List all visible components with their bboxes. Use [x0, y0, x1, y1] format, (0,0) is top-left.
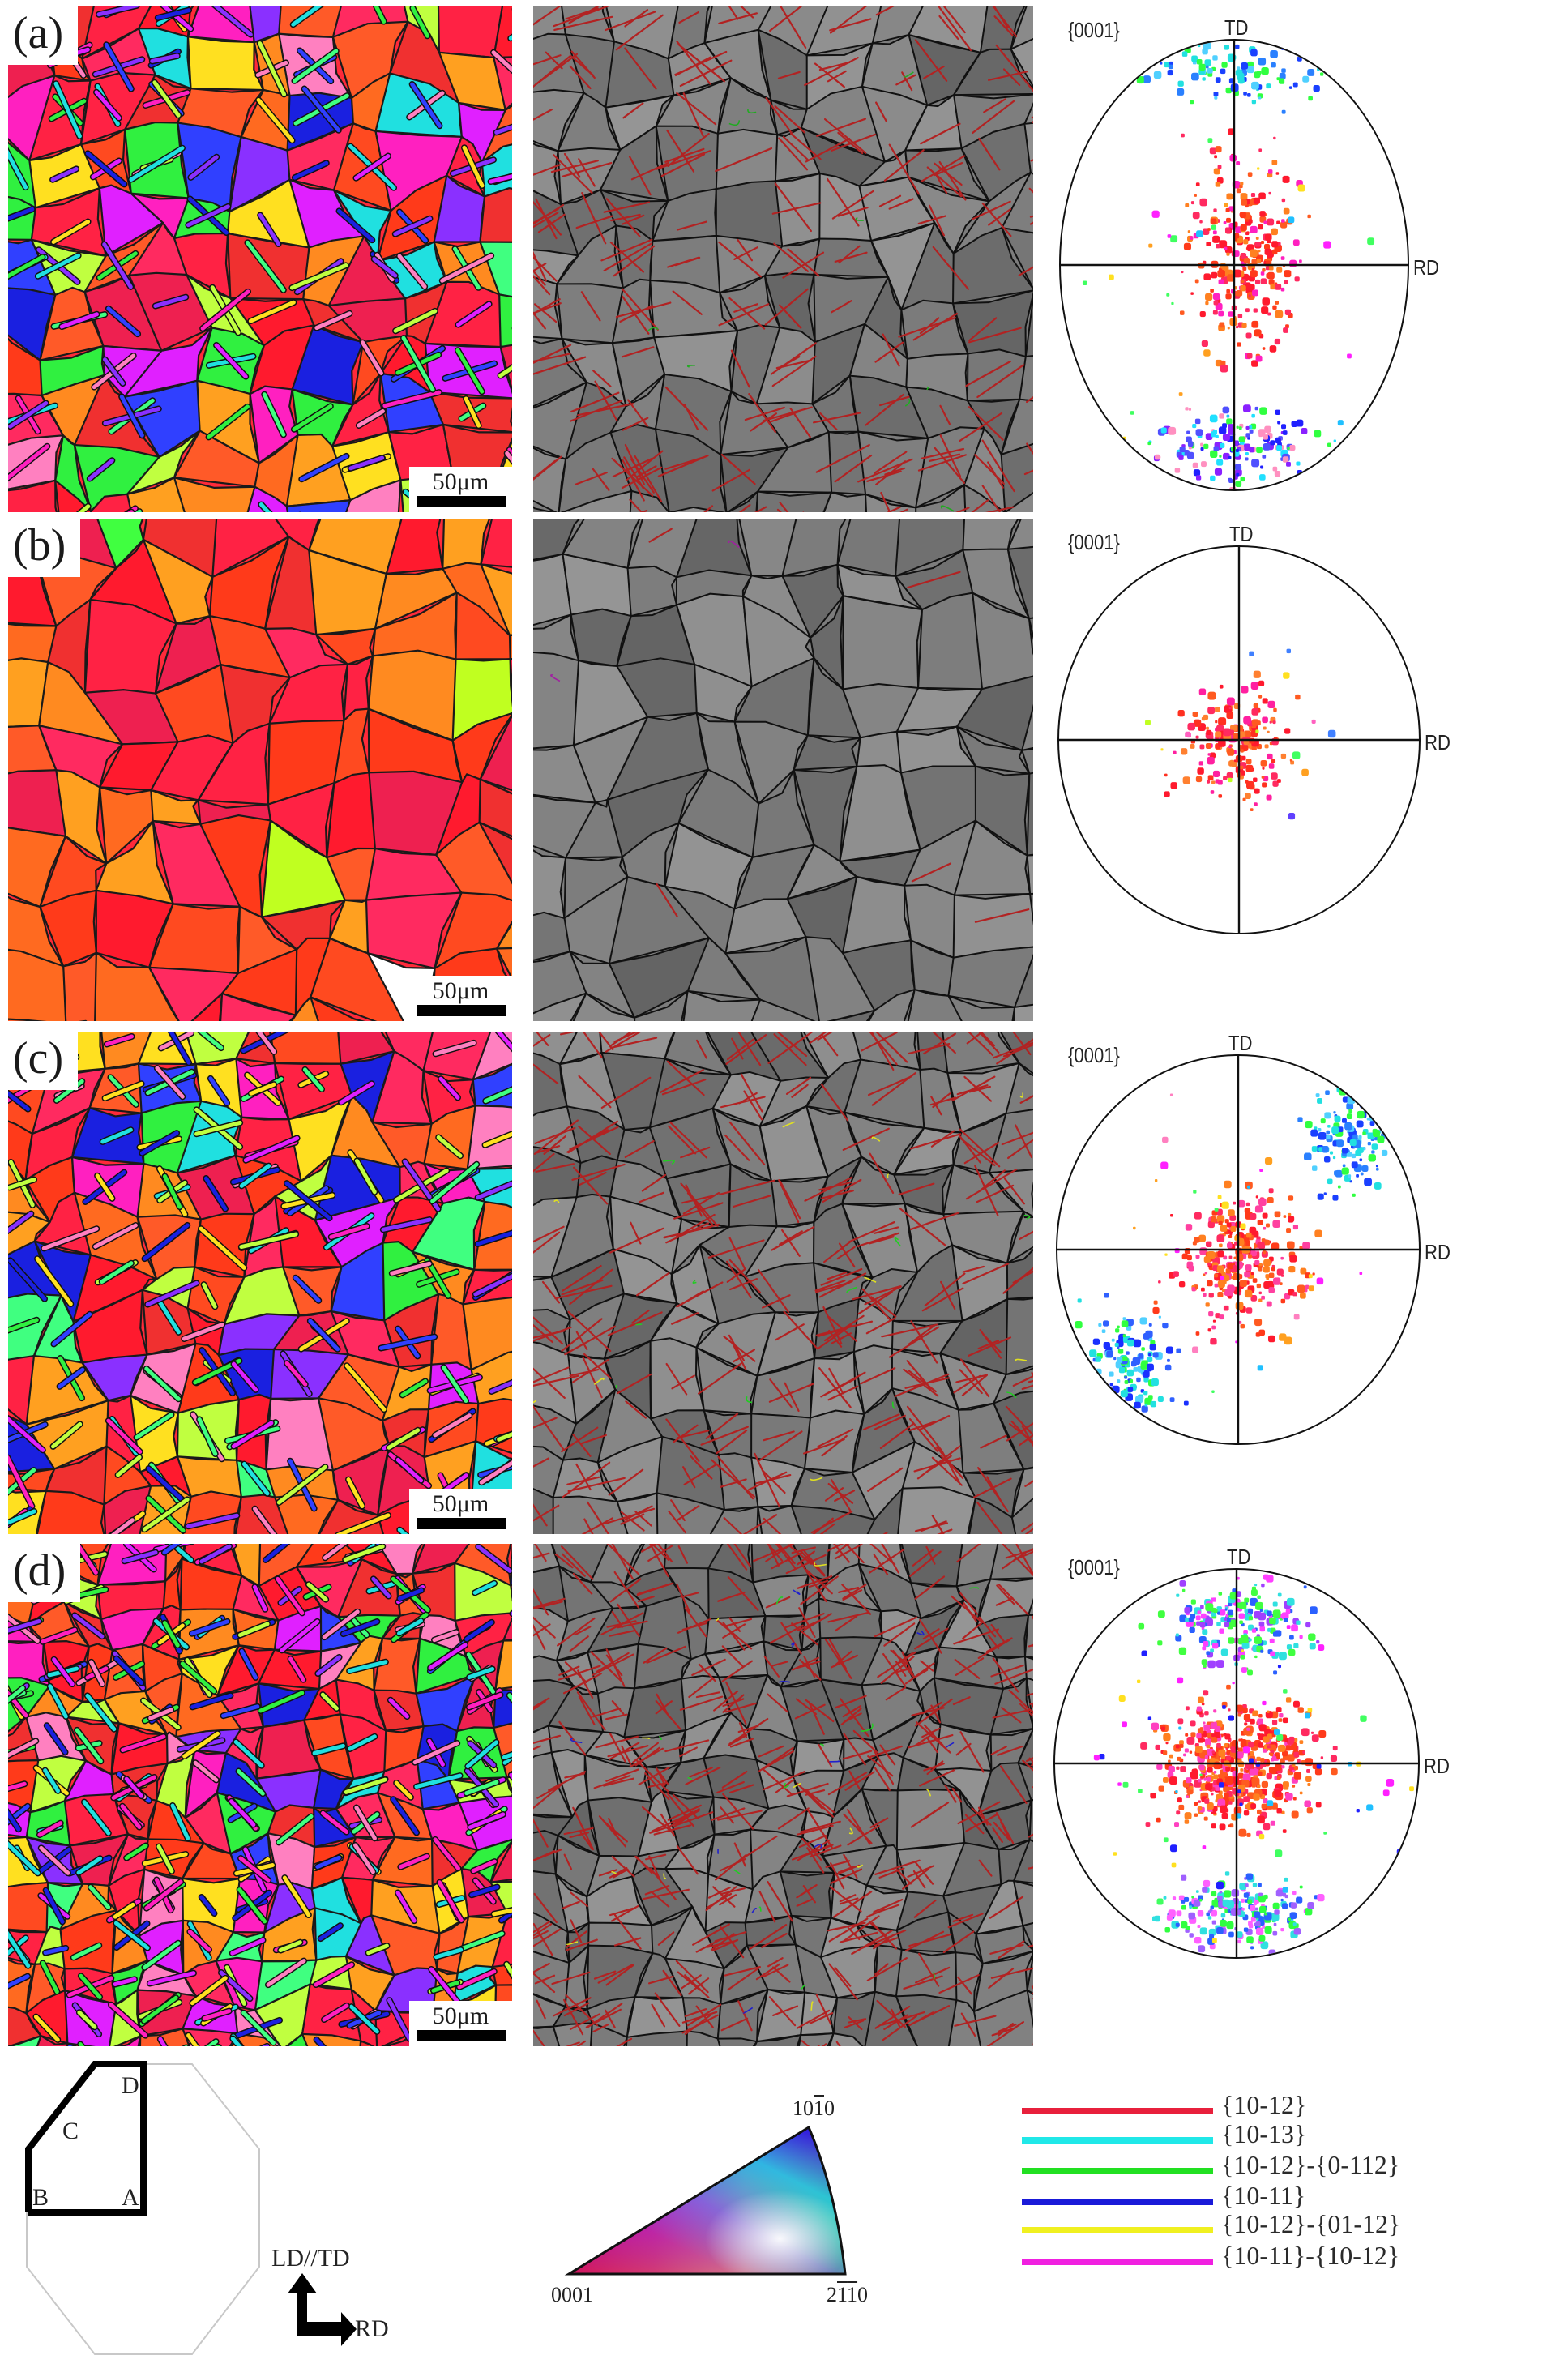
pole-figure-title: {0001}	[1068, 18, 1120, 43]
boundary-legend-swatch	[1022, 2108, 1213, 2114]
boundary-legend-label: {10-12}-{0-112}	[1221, 2150, 1399, 2180]
band-contrast-map-panel	[533, 1032, 1033, 1534]
pole-figure-axis-rd: RD	[1425, 730, 1451, 755]
scale-bar: 50μm	[409, 1489, 512, 1534]
direction-label-rd: RD	[355, 2315, 389, 2343]
boundary-legend-swatch	[1022, 2168, 1213, 2174]
panel-label: (d)	[8, 1544, 80, 1602]
pole-figure-title: {0001}	[1068, 530, 1120, 555]
pole-figure-title: {0001}	[1068, 1043, 1120, 1068]
scale-bar-label: 50μm	[409, 2003, 512, 2030]
pole-figure: {0001} TD RD	[1037, 1544, 1568, 2046]
scale-bar-line	[417, 1518, 506, 1529]
ipf-corner-2-1-10-bar2: 1	[847, 2283, 857, 2306]
band-contrast-map	[533, 1544, 1033, 2046]
boundary-legend: {10-12} {10-13} {10-12}-{0-112} {10-11} …	[1022, 2095, 1568, 2281]
pole-figure-axis-td: TD	[1227, 1545, 1250, 1570]
ipf-orientation-map	[8, 519, 512, 1021]
direction-label-ld-td: LD//TD	[271, 2245, 350, 2272]
band-contrast-map	[533, 6, 1033, 512]
pole-figure-plot	[1037, 1544, 1568, 2046]
octagon-corner-d: D	[122, 2072, 139, 2100]
boundary-legend-label: {10-12}-{01-12}	[1221, 2209, 1400, 2239]
boundary-legend-label: {10-12}	[1221, 2090, 1306, 2120]
band-contrast-map-panel	[533, 519, 1033, 1021]
boundary-legend-swatch	[1022, 2259, 1213, 2265]
ipf-color-key: 0001 1010 2110	[535, 2103, 875, 2322]
pole-figure-plot	[1037, 6, 1568, 512]
ipf-corner-10-10: 1010	[793, 2097, 835, 2121]
scale-bar-line	[417, 2030, 506, 2041]
band-contrast-map	[533, 519, 1033, 1021]
band-contrast-map-panel	[533, 1544, 1033, 2046]
band-contrast-map-panel	[533, 6, 1033, 512]
ipf-corner-0001: 0001	[551, 2283, 593, 2307]
ipf-orientation-map	[8, 1032, 512, 1534]
ipf-corner-2-1-10-pre: 2	[827, 2283, 837, 2306]
pole-figure-axis-td: TD	[1229, 522, 1253, 547]
pole-figure-axis-rd: RD	[1424, 1754, 1450, 1779]
pole-figure: {0001} TD RD	[1037, 519, 1568, 1021]
boundary-legend-label: {10-13}	[1221, 2119, 1306, 2149]
pole-figure-axis-td: TD	[1224, 15, 1248, 41]
scale-bar-line	[417, 496, 506, 507]
scale-bar-label: 50μm	[409, 977, 512, 1005]
ipf-map-panel: (c) 50μm	[8, 1032, 512, 1534]
pole-figure-axis-td: TD	[1228, 1031, 1252, 1056]
band-contrast-map	[533, 1032, 1033, 1534]
pole-figure-title: {0001}	[1068, 1555, 1120, 1580]
pole-figure-axis-rd: RD	[1425, 1240, 1451, 1265]
boundary-legend-swatch	[1022, 2137, 1213, 2144]
pole-figure: {0001} TD RD	[1037, 6, 1568, 512]
pole-figure-plot	[1037, 1032, 1568, 1534]
octagon-corner-a: A	[122, 2184, 139, 2212]
ipf-corner-10-10-bar: 1	[814, 2097, 824, 2120]
pole-figure-axis-rd: RD	[1413, 255, 1439, 280]
octagon-corner-b: B	[32, 2184, 49, 2212]
panel-label: (b)	[8, 519, 80, 577]
scale-bar-line	[417, 1005, 506, 1016]
scale-bar: 50μm	[409, 2001, 512, 2046]
pole-figure: {0001} TD RD	[1037, 1032, 1568, 1534]
panel-label: (c)	[8, 1032, 78, 1090]
ipf-corner-10-10-pre: 10	[793, 2097, 814, 2120]
direction-arrows: LD//TD RD	[267, 2245, 397, 2358]
ipf-orientation-map	[8, 6, 512, 512]
panel-label: (a)	[8, 6, 78, 65]
pole-figure-plot	[1037, 519, 1568, 1021]
scale-bar: 50μm	[409, 467, 512, 512]
ipf-map-panel: (b) 50μm	[8, 519, 512, 1021]
boundary-legend-label: {10-11}	[1221, 2181, 1305, 2211]
scale-bar-label: 50μm	[409, 1490, 512, 1518]
octagon-corner-c: C	[62, 2118, 79, 2145]
ipf-orientation-map	[8, 1544, 512, 2046]
octagon-legend: D C B A	[0, 2054, 276, 2364]
boundary-legend-label: {10-11}-{10-12}	[1221, 2241, 1399, 2271]
ipf-corner-2-1-10: 2110	[827, 2283, 868, 2307]
ipf-corner-10-10-post: 0	[824, 2097, 835, 2120]
scale-bar: 50μm	[409, 976, 512, 1021]
boundary-legend-swatch	[1022, 2227, 1213, 2233]
ipf-corner-2-1-10-bar1: 1	[837, 2283, 847, 2306]
ipf-corner-2-1-10-post: 0	[857, 2283, 868, 2306]
ipf-map-panel: (d) 50μm	[8, 1544, 512, 2046]
scale-bar-label: 50μm	[409, 468, 512, 496]
boundary-legend-swatch	[1022, 2199, 1213, 2205]
ipf-map-panel: (a) 50μm	[8, 6, 512, 512]
